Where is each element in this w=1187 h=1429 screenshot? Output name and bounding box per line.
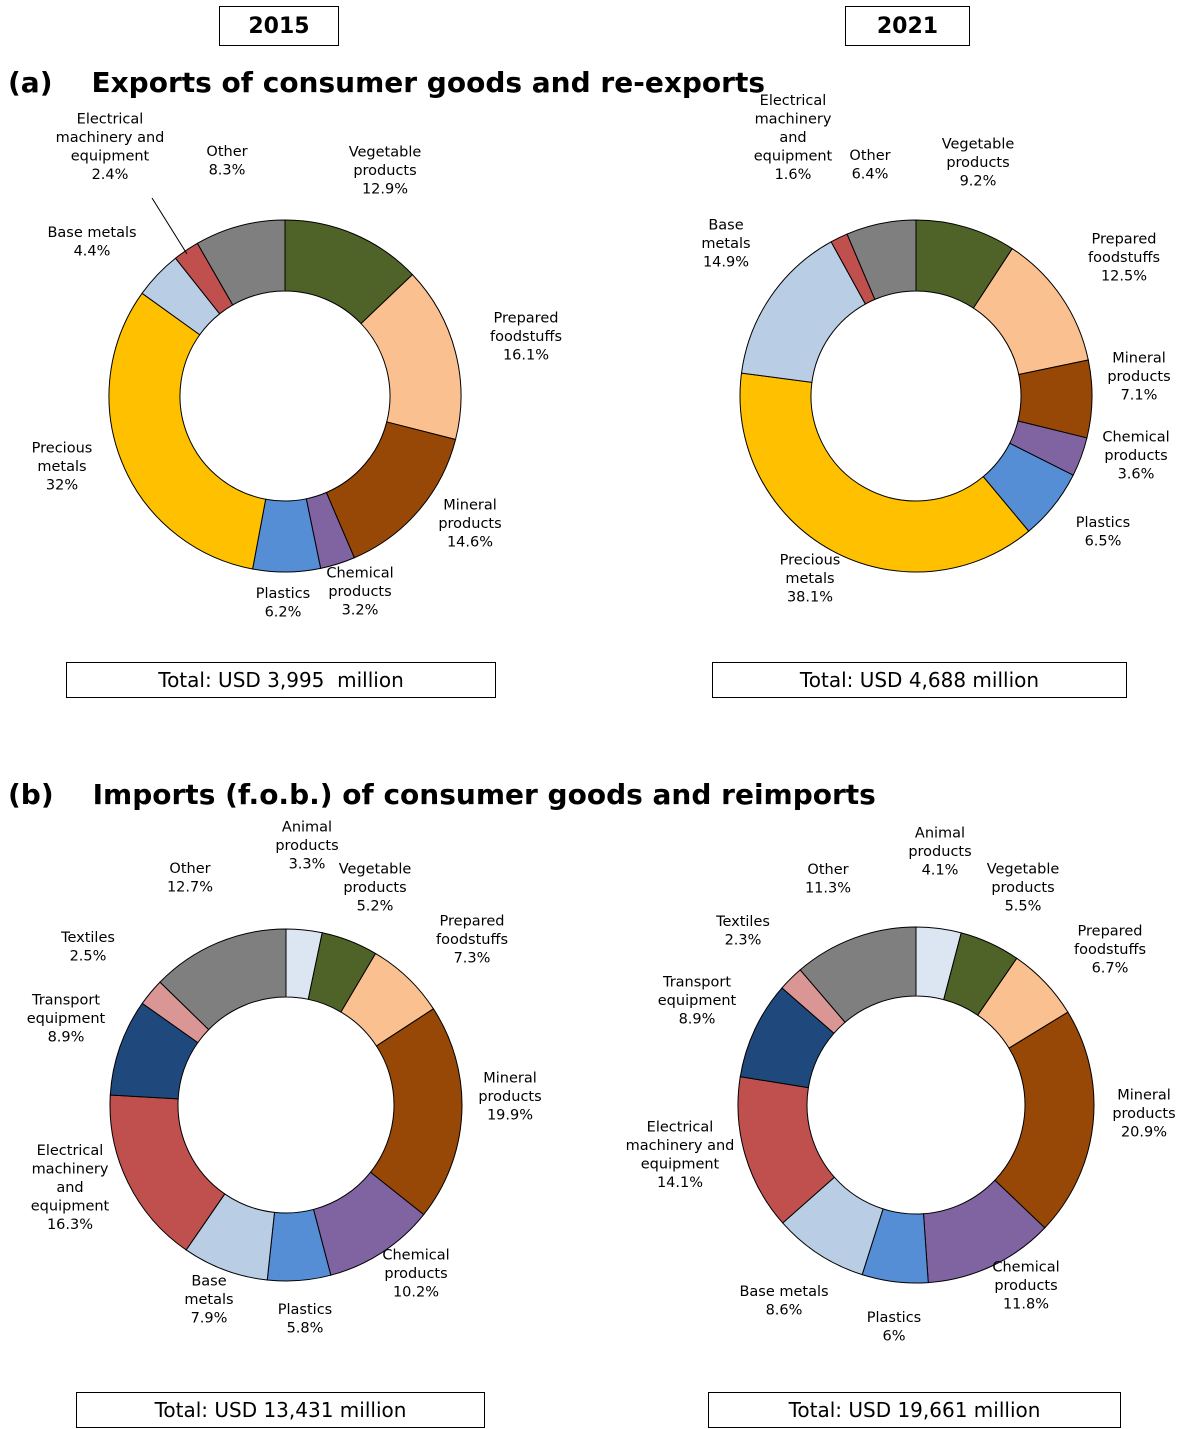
total-imports-2015: Total: USD 13,431 million [76,1392,485,1428]
label-chemical-products: Chemical products 10.2% [382,1248,449,1301]
label-base-metals: Base metals 14.9% [701,218,750,271]
section-a-title: (a) Exports of consumer goods and re-exp… [8,66,766,99]
label-base-metals: Base metals 7.9% [184,1274,233,1327]
slice-precious-metals [739,372,1030,573]
label-other: Other 8.3% [206,144,247,179]
label-chemical-products: Chemical products 3.2% [326,566,393,619]
label-chemical-products: Chemical products 11.8% [992,1260,1059,1313]
slice-other [799,926,917,1023]
label-vegetable-products: Vegetable products 5.5% [987,862,1060,915]
label-precious-metals: Precious metals 38.1% [780,553,841,606]
leader-line [151,197,188,255]
label-electrical-machinery-and-equipment: Electrical machinery and equipment 14.1% [626,1119,735,1191]
slice-precious-metals [108,292,267,570]
label-prepared-foodstuffs: Prepared foodstuffs 7.3% [436,914,508,967]
label-prepared-foodstuffs: Prepared foodstuffs 16.1% [490,311,562,364]
year-2015-header: 2015 [219,6,339,46]
label-vegetable-products: Vegetable products 12.9% [349,145,422,198]
label-electrical-machinery-and-equipment: Electrical machinery and equipment 2.4% [56,111,165,183]
year-2021-header: 2021 [845,6,970,46]
label-plastics: Plastics 5.8% [278,1302,332,1337]
label-electrical-machinery-and-equipment: Electrical machinery and equipment 1.6% [754,93,833,183]
total-exports-2015: Total: USD 3,995 million [66,662,496,698]
label-base-metals: Base metals 8.6% [739,1284,828,1319]
label-other: Other 12.7% [167,861,213,896]
label-plastics: Plastics 6% [867,1310,921,1345]
label-textiles: Textiles 2.3% [715,914,770,949]
donut-chart-exports-2015: Vegetable products 12.9% Prepared foodstuffs… [32,111,562,620]
slice-other [159,928,287,1031]
label-other: Other 6.4% [849,148,890,183]
label-electrical-machinery-and-equipment: Electrical machinery and equipment 16.3% [31,1143,110,1233]
label-vegetable-products: Vegetable products 9.2% [942,137,1015,190]
label-mineral-products: Mineral products 7.1% [1107,351,1170,404]
label-vegetable-products: Vegetable products 5.2% [339,862,412,915]
label-mineral-products: Mineral products 14.6% [438,498,501,551]
slice-other [196,219,286,306]
label-animal-products: Animal products 3.3% [275,820,338,873]
label-plastics: Plastics 6.2% [256,586,310,621]
label-mineral-products: Mineral products 20.9% [1112,1088,1175,1141]
section-b-title: (b) Imports (f.o.b.) of consumer goods a… [8,778,876,811]
total-exports-2021: Total: USD 4,688 million [712,662,1127,698]
label-plastics: Plastics 6.5% [1076,515,1130,550]
label-transport-equipment: Transport equipment 8.9% [658,975,737,1028]
total-imports-2021: Total: USD 19,661 million [708,1392,1121,1428]
label-transport-equipment: Transport equipment 8.9% [27,993,106,1046]
label-chemical-products: Chemical products 3.6% [1102,430,1169,483]
donut-chart-exports-2021: Vegetable products 9.2% Prepared foodstuffs 1… [701,93,1170,606]
slice-other [846,219,917,301]
label-precious-metals: Precious metals 32% [32,441,93,494]
label-textiles: Textiles 2.5% [60,930,115,965]
label-base-metals: Base metals 4.4% [47,225,136,260]
label-prepared-foodstuffs: Prepared foodstuffs 12.5% [1088,232,1160,285]
donut-chart-imports-2015: Animal products 3.3% Vegetable products 5.2% P… [27,820,542,1337]
label-mineral-products: Mineral products 19.9% [478,1071,541,1124]
donut-chart-imports-2021: Animal products 4.1% Vegetable products 5.5% P… [626,826,1176,1345]
label-other: Other 11.3% [805,862,851,897]
label-animal-products: Animal products 4.1% [908,826,971,879]
label-prepared-foodstuffs: Prepared foodstuffs 6.7% [1074,924,1146,977]
